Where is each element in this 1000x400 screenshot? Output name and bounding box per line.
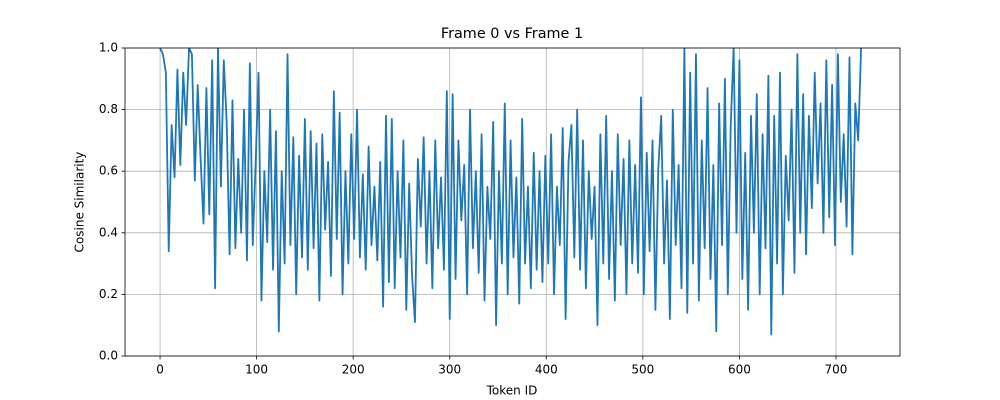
y-tick-label: 1.0	[99, 41, 118, 55]
x-tick-label: 300	[438, 363, 461, 377]
x-axis-label: Token ID	[486, 384, 538, 398]
y-tick-label: 0.8	[99, 102, 118, 116]
x-tick-label: 600	[728, 363, 751, 377]
x-tick-label: 700	[825, 363, 848, 377]
x-tick-label: 500	[631, 363, 654, 377]
chart-title: Frame 0 vs Frame 1	[441, 26, 583, 42]
x-tick-label: 100	[245, 363, 268, 377]
plot-frame	[124, 47, 901, 357]
y-tick-label: 0.2	[99, 287, 118, 301]
x-tick-label: 400	[535, 363, 558, 377]
data-line	[159, 48, 862, 336]
y-axis-label: Cosine Similarity	[73, 152, 87, 253]
y-tick-label: 0.0	[99, 349, 118, 363]
y-tick-label: 0.6	[99, 164, 118, 178]
y-tick-label: 0.4	[99, 225, 118, 239]
x-tick-label: 0	[156, 363, 164, 377]
x-tick-label: 200	[342, 363, 365, 377]
